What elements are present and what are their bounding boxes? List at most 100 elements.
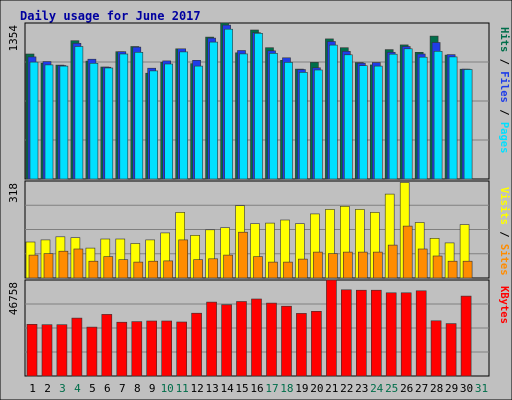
bar-kbytes-day-9 [146, 320, 157, 377]
bar-kbytes-day-7 [116, 321, 128, 377]
bar-sites-day-20 [313, 251, 323, 279]
bar-kbytes-day-28 [430, 320, 442, 377]
bar-sites-day-29 [447, 260, 458, 279]
bar-sites-day-12 [193, 259, 203, 279]
x-tick-label-6: 6 [104, 382, 111, 395]
bar-sites-day-15 [238, 231, 248, 279]
x-tick-label-16: 16 [250, 382, 263, 395]
x-tick-label-24: 24 [370, 382, 384, 395]
x-tick-label-26: 26 [400, 382, 413, 395]
bar-sites-day-6 [103, 256, 114, 279]
panel-kbytes: 46758 KBytes [7, 279, 510, 377]
bar-kbytes-day-21 [326, 279, 337, 377]
bar-kbytes-day-5 [86, 326, 98, 377]
bar-sites-day-8 [133, 261, 144, 279]
x-tick-label-13: 13 [205, 382, 218, 395]
x-tick-label-31: 31 [475, 382, 488, 395]
bar-kbytes-day-1 [26, 323, 38, 377]
bar-pages-day-5 [89, 62, 99, 180]
x-tick-label-17: 17 [265, 382, 278, 395]
bar-kbytes-day-11 [176, 321, 187, 377]
bar-sites-day-5 [88, 260, 99, 279]
y-max-label: 1354 [7, 25, 20, 52]
bar-pages-day-27 [418, 56, 428, 180]
bar-sites-day-9 [148, 260, 158, 279]
x-tick-label-11: 11 [176, 382, 189, 395]
x-tick-label-29: 29 [445, 382, 458, 395]
bar-sites-day-16 [253, 256, 263, 279]
bar-kbytes-day-3 [56, 324, 68, 377]
x-tick-label-20: 20 [310, 382, 323, 395]
bar-pages-day-21 [329, 44, 338, 180]
bar-kbytes-day-25 [385, 292, 397, 377]
bar-sites-day-21 [328, 253, 338, 279]
bar-kbytes-day-27 [415, 290, 427, 377]
bar-kbytes-day-23 [355, 289, 367, 377]
bar-sites-day-1 [28, 254, 39, 279]
x-tick-label-15: 15 [235, 382, 248, 395]
bar-pages-day-18 [284, 62, 293, 180]
bar-sites-day-27 [417, 248, 428, 279]
bar-pages-day-7 [119, 53, 129, 180]
bar-sites-day-3 [58, 250, 69, 279]
bar-sites-day-14 [223, 254, 233, 279]
bar-sites-day-23 [357, 251, 368, 279]
bar-pages-day-23 [358, 65, 368, 180]
bar-kbytes-day-14 [221, 304, 232, 377]
legend-separator: / [498, 52, 510, 71]
legend-entry-pages: Pages [498, 122, 510, 154]
x-tick-label-3: 3 [59, 382, 66, 395]
bar-kbytes-day-10 [161, 320, 172, 377]
bar-kbytes-day-13 [206, 301, 217, 377]
y-max-label: 46758 [7, 282, 20, 315]
x-tick-label-4: 4 [74, 382, 81, 395]
x-tick-label-10: 10 [161, 382, 174, 395]
legend-entry-sites: Sites [498, 244, 510, 276]
bar-pages-day-8 [134, 51, 144, 180]
bar-kbytes-day-16 [251, 298, 262, 377]
bar-sites-day-7 [118, 259, 129, 279]
bar-kbytes-day-20 [311, 310, 322, 377]
bar-pages-day-2 [44, 64, 54, 180]
legend-entry-visits: Visits [498, 187, 510, 225]
legend-hits-files-pages: Hits / Files / Pages [498, 27, 510, 153]
bar-sites-day-18 [283, 261, 293, 279]
bar-kbytes-day-17 [266, 302, 277, 377]
bar-pages-day-4 [74, 46, 84, 180]
legend-separator: / [498, 225, 510, 244]
bar-kbytes-day-30 [460, 295, 472, 377]
bar-kbytes-day-8 [131, 321, 143, 377]
bar-kbytes-day-18 [281, 305, 292, 377]
legend-separator: / [498, 103, 510, 122]
bar-sites-day-10 [163, 260, 173, 279]
bar-kbytes-day-29 [445, 323, 457, 377]
bar-sites-day-22 [342, 251, 353, 279]
bar-kbytes-day-15 [236, 301, 247, 377]
bar-pages-day-11 [179, 51, 188, 180]
bar-pages-day-10 [164, 63, 173, 180]
x-tick-label-1: 1 [29, 382, 36, 395]
bar-pages-day-19 [299, 72, 308, 180]
legend-entry-hits: Hits [498, 27, 510, 52]
bar-pages-day-30 [463, 69, 473, 180]
x-tick-label-9: 9 [149, 382, 156, 395]
legend-kbytes: KBytes [498, 286, 510, 324]
bar-pages-day-25 [388, 53, 398, 180]
bar-sites-day-25 [387, 244, 398, 279]
bar-sites-day-30 [462, 260, 473, 279]
bar-sites-day-2 [43, 253, 54, 279]
bar-kbytes-day-12 [191, 312, 202, 377]
x-tick-label-23: 23 [355, 382, 368, 395]
x-tick-label-30: 30 [460, 382, 473, 395]
bar-pages-day-6 [104, 67, 114, 180]
legend-visits-sites: Visits / Sites [498, 187, 510, 276]
bar-pages-day-9 [149, 70, 158, 180]
bar-pages-day-28 [433, 50, 443, 180]
x-tick-label-21: 21 [325, 382, 338, 395]
bar-pages-day-26 [403, 48, 413, 180]
bar-kbytes-day-22 [340, 289, 352, 377]
bar-pages-day-24 [373, 65, 383, 180]
y-max-label: 318 [7, 183, 20, 203]
bar-kbytes-day-4 [71, 317, 83, 377]
bar-sites-day-28 [432, 255, 443, 279]
